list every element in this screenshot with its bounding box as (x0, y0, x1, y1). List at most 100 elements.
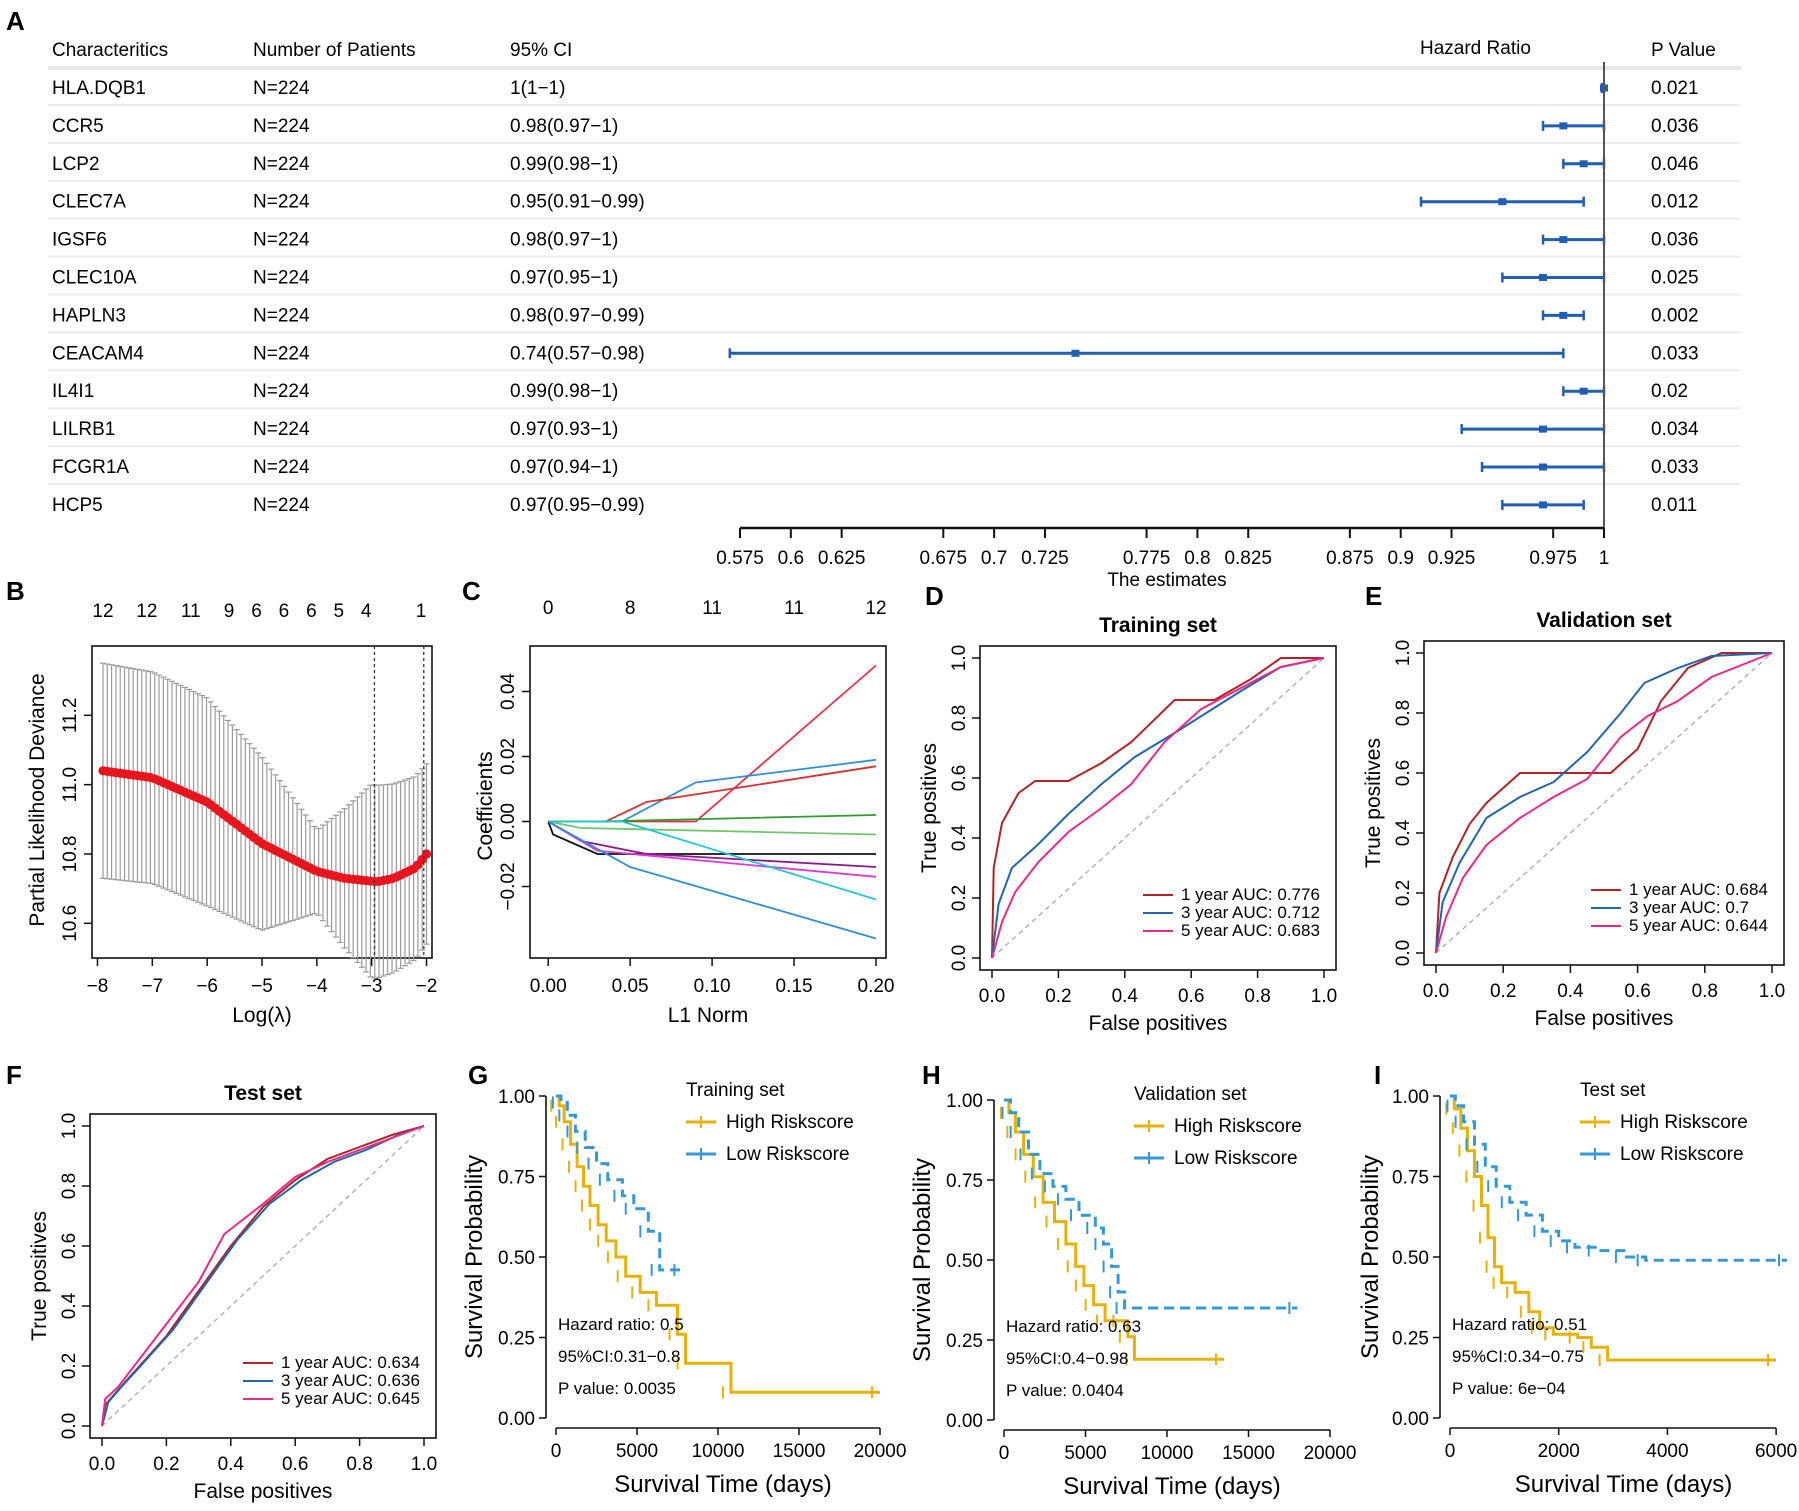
lasso-path-series-line (548, 765, 877, 823)
km-stats-text: Hazard ratio: 0.5 (558, 1315, 684, 1334)
forest-x-tick-label: 0.825 (1224, 548, 1272, 569)
forest-row-pvalue: 0.033 (1651, 457, 1699, 478)
lasso-cv-x-tick-label: −6 (196, 976, 218, 997)
lasso-path-series-line (548, 664, 877, 823)
roc-x-tick-label: 0.6 (1178, 986, 1204, 1007)
km-y-tick-label: 0.25 (498, 1329, 535, 1350)
roc-x-tick-label: 0.4 (1112, 986, 1139, 1007)
roc-y-axis-title: True positives (1362, 738, 1385, 868)
lasso-path-series-line (548, 758, 877, 823)
forest-row-gene: IGSF6 (52, 230, 107, 251)
forest-row-separator (48, 445, 1741, 448)
forest-row-separator (48, 483, 1741, 485)
forest-x-tick-label: 0.775 (1123, 548, 1171, 569)
forest-header-hazard-ratio: Hazard Ratio (1420, 38, 1531, 59)
lasso-cv-y-axis-title: Partial Likelihood Deviance (26, 673, 49, 926)
lasso-path-top-label: 8 (625, 598, 636, 619)
lasso-path-x-axis-title: L1 Norm (668, 1004, 749, 1027)
roc-x-tick-label: 0.4 (1557, 981, 1584, 1002)
km-x-tick-label: 4000 (1646, 1441, 1688, 1462)
roc-x-tick-label: 0.0 (1423, 981, 1449, 1002)
panel-letter-d: D (925, 581, 944, 611)
lasso-path-x-tick-label: 0.00 (530, 976, 567, 997)
forest-row-separator (48, 179, 1741, 182)
lasso-path-top-label: 11 (784, 598, 804, 619)
forest-point-marker (1539, 425, 1548, 433)
km-y-tick-label: 0.75 (1392, 1168, 1429, 1189)
km-curve (556, 1094, 683, 1272)
forest-row-pvalue: 0.036 (1651, 116, 1699, 137)
forest-row-pvalue: 0.002 (1651, 305, 1699, 326)
km-x-tick-label: 10000 (1141, 1443, 1194, 1464)
roc-x-tick-label: 1.0 (411, 1454, 437, 1475)
roc-x-tick-label: 0.0 (89, 1454, 115, 1475)
roc-title: Validation set (1536, 609, 1671, 632)
panel-a-forest-plot: Characteritics Number of Patients 95% CI Ha… (48, 38, 1741, 591)
roc-x-axis-title: False positives (1535, 1007, 1674, 1030)
km-legend-label: High Riskscore (1174, 1116, 1302, 1137)
panel-h-km-validation: 0 5000 10000 15000 20000 0.00 0.25 0.50 0.75 1.00… (909, 1084, 1356, 1500)
km-legend-label: High Riskscore (726, 1112, 854, 1133)
roc-x-tick-label: 0.8 (1692, 981, 1718, 1002)
roc-y-tick-label: 1.0 (949, 645, 970, 671)
forest-point-marker (1559, 311, 1568, 319)
km-legend-label: Low Riskscore (726, 1144, 850, 1165)
lasso-path-top-label: 12 (865, 598, 886, 619)
forest-row-n: N=224 (253, 305, 310, 326)
forest-header-rule (48, 66, 1741, 70)
forest-x-tick-label: 0.8 (1184, 548, 1210, 569)
forest-row-gene: HCP5 (52, 495, 103, 516)
lasso-path-x-tick-label: 0.20 (858, 976, 895, 997)
roc-legend-label: 1 year AUC: 0.634 (281, 1353, 420, 1372)
lasso-path-y-tick-label: 0.00 (498, 803, 519, 840)
lasso-path-series-line (548, 820, 877, 901)
roc-y-tick-label: 0.2 (1393, 880, 1414, 906)
lasso-cv-top-label: 1 (416, 601, 427, 622)
roc-frame (1423, 640, 1785, 966)
panel-letter-c: C (462, 576, 481, 606)
km-y-tick-label: 0.00 (1392, 1409, 1429, 1430)
roc-x-tick-label: 0.2 (1045, 986, 1071, 1007)
forest-row-pvalue: 0.036 (1651, 230, 1699, 251)
forest-point-marker (1539, 274, 1548, 281)
roc-legend-label: 1 year AUC: 0.776 (1181, 885, 1320, 904)
roc-curve (1435, 652, 1773, 954)
panel-letter-f: F (6, 1060, 22, 1090)
lasso-cv-x-axis-title: Log(λ) (232, 1004, 292, 1027)
roc-diagonal (991, 657, 1325, 959)
lasso-cv-top-label: 12 (136, 601, 157, 622)
km-x-tick-label: 20000 (854, 1441, 907, 1462)
forest-x-tick-label: 0.7 (981, 548, 1007, 569)
km-y-tick-label: 0.25 (946, 1331, 983, 1352)
panel-c-lasso-path: 0.00 0.05 0.10 0.15 0.20 −0.02 0.00 0.02 0.04 0 8 1… (474, 598, 894, 1027)
km-legend-title: Test set (1580, 1080, 1646, 1101)
panel-e-roc-validation: 0.0 0.0 0.2 0.2 0.4 0.4 0.6 0.6 0.8 0.8 1.0 1.0 Vali… (1362, 609, 1785, 1030)
forest-row-separator (48, 141, 1741, 144)
km-y-tick-label: 1.00 (1392, 1087, 1429, 1108)
forest-row-pvalue: 0.046 (1651, 154, 1699, 175)
lasso-cv-top-label: 6 (306, 601, 317, 622)
lasso-cv-x-tick-label: −7 (141, 976, 163, 997)
forest-row-gene: FCGR1A (52, 457, 129, 478)
forest-point-marker (1559, 236, 1568, 244)
forest-header-patients: Number of Patients (253, 40, 416, 61)
forest-row-ci: 0.98(0.97−0.99) (510, 305, 645, 326)
forest-x-tick-label: 0.675 (920, 548, 968, 569)
forest-row-n: N=224 (253, 457, 310, 478)
km-stats-text: 95%CI:0.31−0.8 (558, 1347, 680, 1366)
forest-x-tick-label: 1 (1599, 548, 1610, 569)
roc-x-tick-label: 1.0 (1759, 981, 1785, 1002)
km-stats-text: P value: 6e−04 (1452, 1379, 1566, 1398)
forest-row-ci: 0.99(0.98−1) (510, 154, 618, 175)
forest-row-pvalue: 0.021 (1651, 78, 1699, 99)
roc-x-tick-label: 0.6 (282, 1454, 308, 1475)
forest-point-marker (1498, 198, 1507, 206)
km-y-tick-label: 1.00 (498, 1087, 535, 1108)
lasso-cv-top-label: 12 (92, 601, 113, 622)
lasso-path-x-tick-label: 0.10 (694, 976, 731, 997)
km-y-axis-title: Survival Probability (1357, 1155, 1384, 1359)
lasso-cv-top-label: 6 (279, 601, 290, 622)
roc-legend-label: 3 year AUC: 0.712 (1181, 903, 1320, 922)
roc-y-tick-label: 0.0 (949, 945, 970, 971)
km-y-tick-label: 0.00 (946, 1411, 983, 1432)
